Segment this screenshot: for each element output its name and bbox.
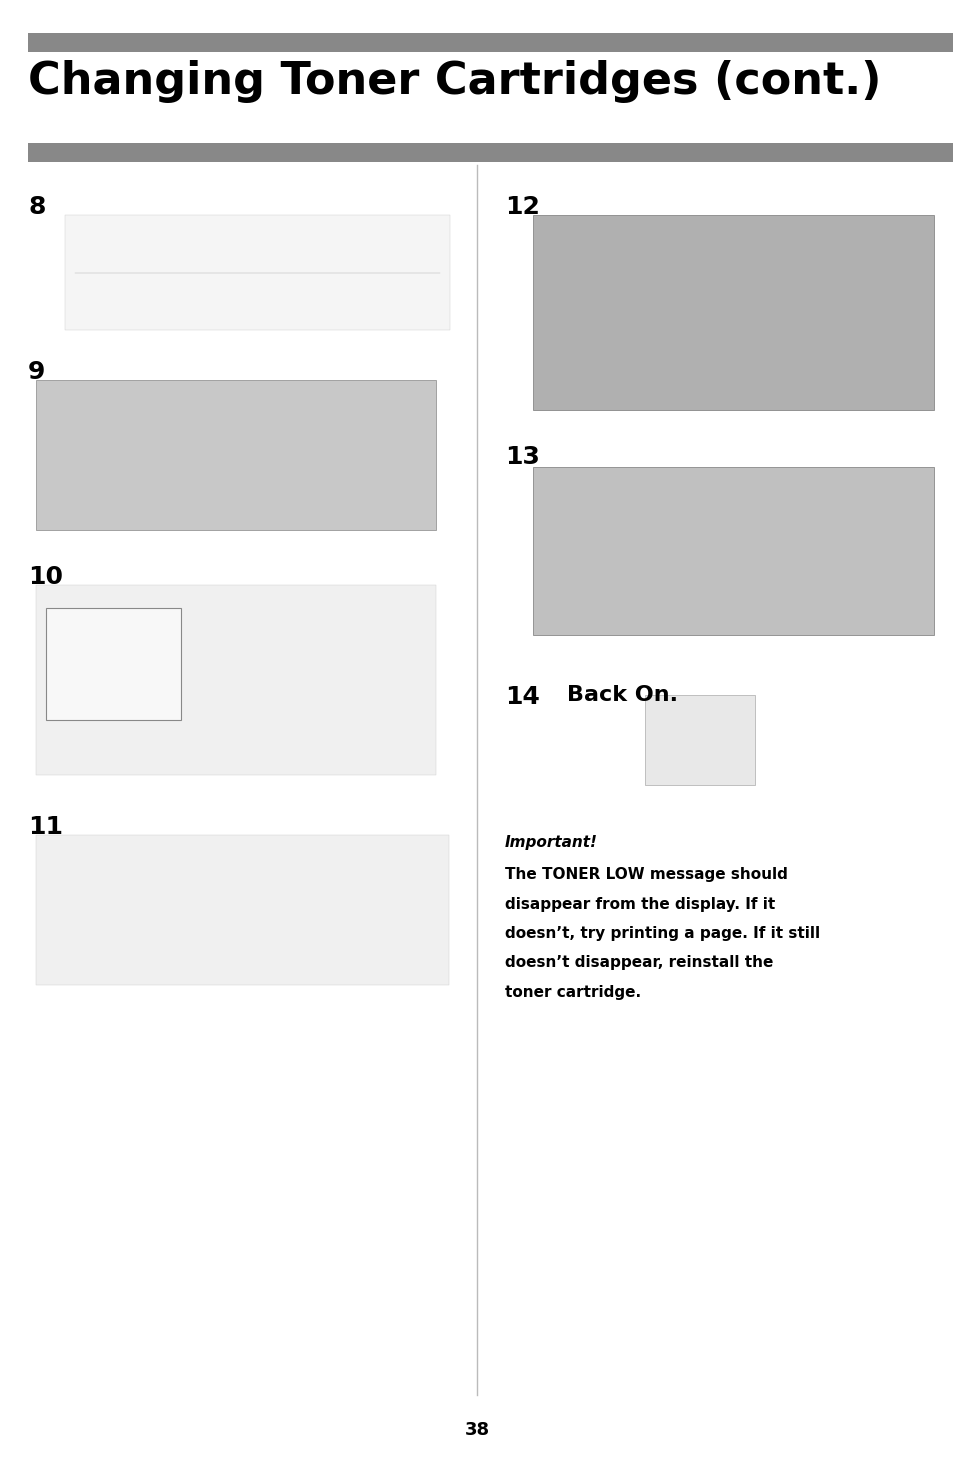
Bar [533, 468, 933, 636]
Text: 8: 8 [28, 195, 46, 218]
Text: toner cartridge.: toner cartridge. [504, 985, 640, 1000]
Bar [46, 608, 181, 720]
Text: 12: 12 [504, 195, 539, 218]
Bar [36, 835, 449, 985]
Bar [533, 215, 933, 410]
Text: 13: 13 [504, 445, 539, 469]
Text: 11: 11 [28, 816, 63, 839]
Bar [65, 215, 450, 330]
Text: disappear from the display. If it: disappear from the display. If it [504, 897, 775, 912]
Text: 10: 10 [28, 565, 63, 589]
Text: 38: 38 [464, 1420, 489, 1440]
Bar [644, 695, 754, 785]
Text: doesn’t, try printing a page. If it still: doesn’t, try printing a page. If it stil… [504, 926, 820, 941]
Text: Back On.: Back On. [566, 684, 678, 705]
Text: Important!: Important! [504, 835, 598, 850]
Text: doesn’t disappear, reinstall the: doesn’t disappear, reinstall the [504, 956, 773, 971]
Text: 14: 14 [504, 684, 539, 709]
Bar [28, 143, 953, 162]
Text: Changing Toner Cartridges (cont.): Changing Toner Cartridges (cont.) [28, 60, 881, 103]
Bar [36, 586, 436, 774]
Text: 9: 9 [28, 360, 46, 384]
Bar [28, 32, 953, 52]
Text: The TONER LOW message should: The TONER LOW message should [504, 867, 787, 882]
Bar [36, 381, 436, 530]
